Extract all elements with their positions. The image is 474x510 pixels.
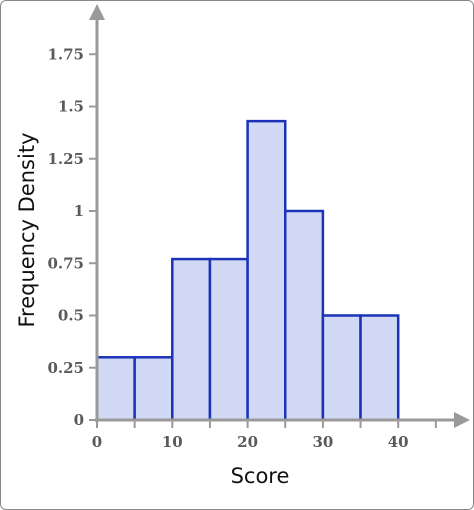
y-tick-label-6: 1.5 bbox=[58, 98, 84, 116]
x-tick-label-4: 40 bbox=[388, 433, 409, 451]
x-axis-arrow-icon bbox=[454, 412, 470, 428]
histogram-bar-6 bbox=[284, 209, 325, 422]
histogram-bar-8 bbox=[359, 314, 400, 422]
x-tick-label-1: 10 bbox=[162, 433, 183, 451]
histogram-bar-4 bbox=[208, 257, 249, 422]
y-tick-label-1: 0.25 bbox=[47, 359, 84, 377]
y-axis-arrow-icon bbox=[89, 4, 105, 20]
axes bbox=[89, 4, 470, 428]
y-tick-label-2: 0.5 bbox=[58, 307, 84, 325]
x-axis-title: Score bbox=[231, 464, 290, 488]
y-tick-label-7: 1.75 bbox=[47, 45, 84, 63]
histogram-bar-3 bbox=[171, 257, 212, 422]
y-axis-title: Frequency Density bbox=[15, 133, 39, 328]
x-tick-label-3: 30 bbox=[312, 433, 333, 451]
y-tick-label-0: 0 bbox=[74, 411, 84, 429]
histogram-bar-1 bbox=[95, 356, 136, 422]
histogram-bar-7 bbox=[321, 314, 362, 422]
histogram-bar-5 bbox=[246, 119, 287, 422]
x-tick-label-2: 20 bbox=[237, 433, 258, 451]
histogram-bars bbox=[95, 119, 400, 422]
y-tick-label-5: 1.25 bbox=[47, 150, 84, 168]
histogram-bar-2 bbox=[133, 356, 174, 422]
x-tick-label-0: 0 bbox=[92, 433, 102, 451]
y-tick-label-4: 1 bbox=[74, 202, 84, 220]
y-tick-label-3: 0.75 bbox=[47, 254, 84, 272]
tick-labels: 0 0.25 0.5 0.75 1 1.25 1.5 1.75 0 10 20 30 40 bbox=[47, 45, 408, 451]
